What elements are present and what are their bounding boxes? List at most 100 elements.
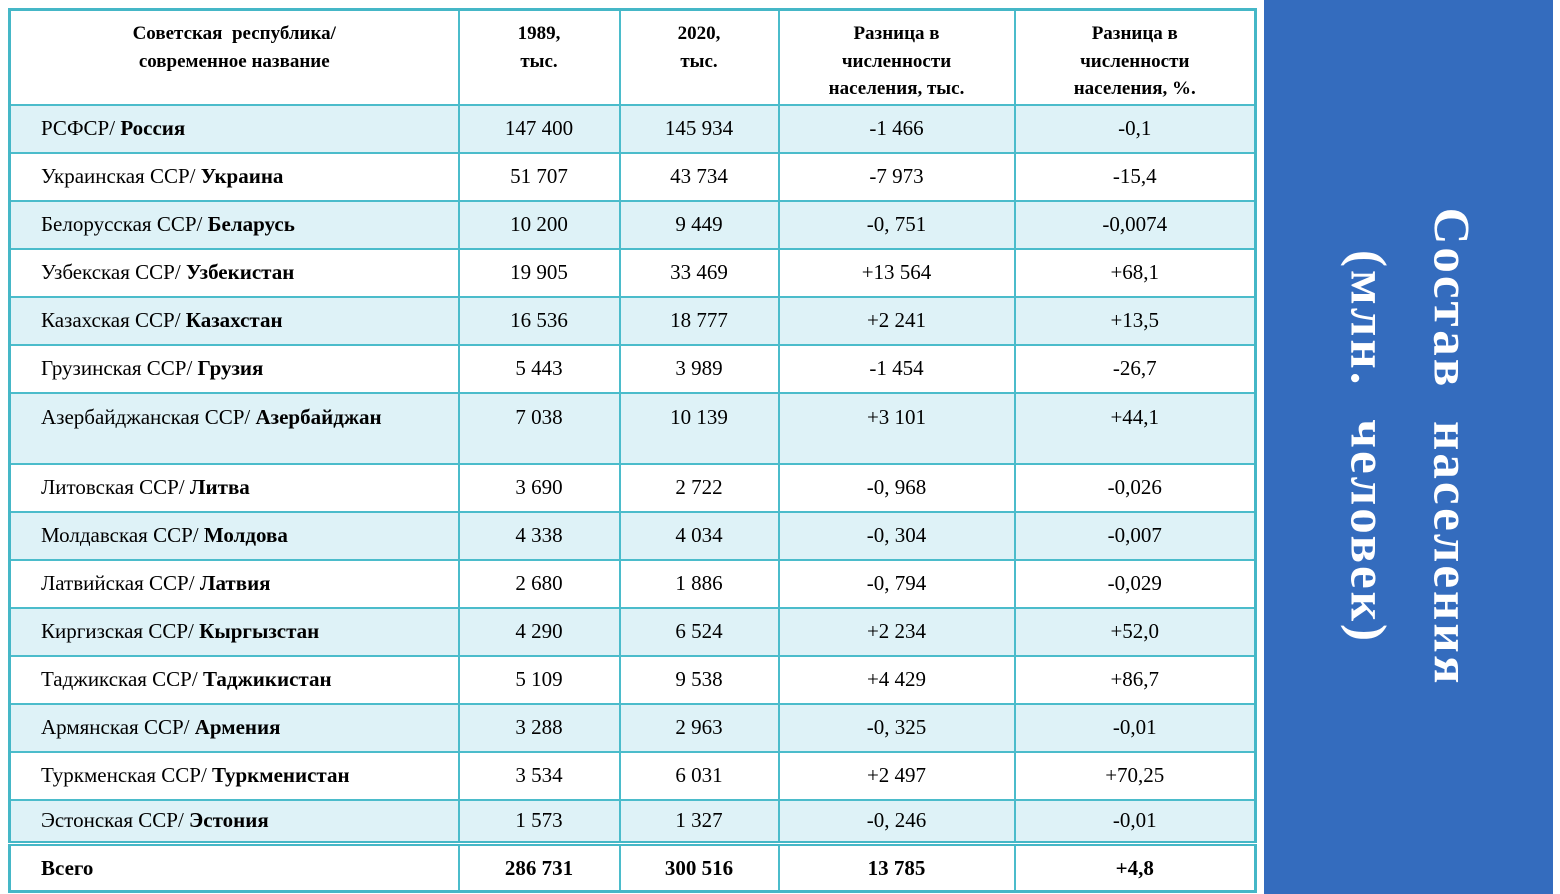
republic-soviet-name: Латвийская ССР/ <box>41 571 195 595</box>
republic-cell: Молдавская ССР/ Молдова <box>8 510 460 561</box>
diff-thousands-cell: -0, 751 <box>777 199 1016 250</box>
diff-thousands-cell: +13 564 <box>777 247 1016 298</box>
republic-modern-name: Туркменистан <box>212 763 350 787</box>
pop-1989-cell: 3 288 <box>457 702 621 753</box>
pop-2020-cell: 1 886 <box>618 558 780 609</box>
republic-cell: Туркменская ССР/ Туркменистан <box>8 750 460 801</box>
diff-thousands-cell: +4 429 <box>777 654 1016 705</box>
diff-percent-cell: +44,1 <box>1013 391 1257 465</box>
diff-percent-cell: +70,25 <box>1013 750 1257 801</box>
republic-modern-name: Узбекистан <box>185 260 295 284</box>
republic-soviet-name: Таджикская ССР/ <box>41 667 198 691</box>
pop-2020-cell: 145 934 <box>618 103 780 154</box>
republic-cell: Таджикская ССР/ Таджикистан <box>8 654 460 705</box>
table-footer: Всего 286 731 300 516 13 785 +4,8 <box>8 841 1257 893</box>
pop-2020-cell: 6 031 <box>618 750 780 801</box>
pop-1989-cell: 19 905 <box>457 247 621 298</box>
diff-thousands-cell: -0, 794 <box>777 558 1016 609</box>
pop-1989-cell: 51 707 <box>457 151 621 202</box>
total-diff-thousands-cell: 13 785 <box>777 841 1016 893</box>
republic-soviet-name: Киргизская ССР/ <box>41 619 194 643</box>
republic-modern-name: Литва <box>189 475 250 499</box>
header-1989: 1989, тыс. <box>457 8 621 106</box>
total-row: Всего 286 731 300 516 13 785 +4,8 <box>8 841 1257 893</box>
pop-2020-cell: 1 327 <box>618 798 780 845</box>
pop-1989-cell: 4 290 <box>457 606 621 657</box>
diff-thousands-cell: +3 101 <box>777 391 1016 465</box>
table-row: Грузинская ССР/ Грузия 5 443 3 989 -1 45… <box>8 343 1257 394</box>
table-row: Армянская ССР/ Армения 3 288 2 963 -0, 3… <box>8 702 1257 753</box>
pop-2020-cell: 6 524 <box>618 606 780 657</box>
diff-thousands-cell: +2 497 <box>777 750 1016 801</box>
republic-modern-name: Армения <box>194 715 281 739</box>
diff-percent-cell: +52,0 <box>1013 606 1257 657</box>
republic-soviet-name: Литовская ССР/ <box>41 475 185 499</box>
population-table-container: Советская республика/ современное назван… <box>8 8 1257 893</box>
diff-thousands-cell: -0, 325 <box>777 702 1016 753</box>
total-diff-percent-cell: +4,8 <box>1013 841 1257 893</box>
republic-soviet-name: Армянская ССР/ <box>41 715 190 739</box>
pop-1989-cell: 7 038 <box>457 391 621 465</box>
republic-cell: Украинская ССР/ Украина <box>8 151 460 202</box>
diff-percent-cell: -0,01 <box>1013 798 1257 845</box>
republic-modern-name: Молдова <box>203 523 288 547</box>
diff-percent-cell: +68,1 <box>1013 247 1257 298</box>
table-row: Казахская ССР/ Казахстан 16 536 18 777 +… <box>8 295 1257 346</box>
republic-soviet-name: Узбекская ССР/ <box>41 260 181 284</box>
pop-1989-cell: 2 680 <box>457 558 621 609</box>
republic-modern-name: Азербайджан <box>255 404 382 429</box>
diff-percent-cell: -26,7 <box>1013 343 1257 394</box>
diff-thousands-cell: -0, 968 <box>777 462 1016 513</box>
republic-soviet-name: Молдавская ССР/ <box>41 523 199 547</box>
header-republic: Советская республика/ современное назван… <box>8 8 460 106</box>
table-row: Киргизская ССР/ Кыргызстан 4 290 6 524 +… <box>8 606 1257 657</box>
republic-modern-name: Беларусь <box>207 212 295 236</box>
republic-cell: Белорусская ССР/ Беларусь <box>8 199 460 250</box>
diff-thousands-cell: -1 466 <box>777 103 1016 154</box>
pop-2020-cell: 10 139 <box>618 391 780 465</box>
total-1989-cell: 286 731 <box>457 841 621 893</box>
republic-modern-name: Латвия <box>199 571 271 595</box>
total-2020-cell: 300 516 <box>618 841 780 893</box>
header-row: Советская республика/ современное назван… <box>8 8 1257 106</box>
pop-2020-cell: 43 734 <box>618 151 780 202</box>
side-panel: Состав населения (млн. человек) <box>1264 0 1553 894</box>
republic-cell: РСФСР/ Россия <box>8 103 460 154</box>
table-row: Литовская ССР/ Литва 3 690 2 722 -0, 968… <box>8 462 1257 513</box>
pop-2020-cell: 2 722 <box>618 462 780 513</box>
table-row: РСФСР/ Россия 147 400 145 934 -1 466 -0,… <box>8 103 1257 154</box>
table-row: Молдавская ССР/ Молдова 4 338 4 034 -0, … <box>8 510 1257 561</box>
republic-cell: Грузинская ССР/ Грузия <box>8 343 460 394</box>
diff-percent-cell: -15,4 <box>1013 151 1257 202</box>
republic-cell: Литовская ССР/ Литва <box>8 462 460 513</box>
pop-2020-cell: 33 469 <box>618 247 780 298</box>
diff-percent-cell: -0,029 <box>1013 558 1257 609</box>
diff-percent-cell: -0,007 <box>1013 510 1257 561</box>
table-body: РСФСР/ Россия 147 400 145 934 -1 466 -0,… <box>8 103 1257 845</box>
total-label-cell: Всего <box>8 841 460 893</box>
republic-cell: Казахская ССР/ Казахстан <box>8 295 460 346</box>
republic-modern-name: Россия <box>120 116 186 140</box>
pop-2020-cell: 9 449 <box>618 199 780 250</box>
total-label: Всего <box>41 855 94 880</box>
republic-cell: Армянская ССР/ Армения <box>8 702 460 753</box>
republic-modern-name: Таджикистан <box>202 667 332 691</box>
republic-modern-name: Грузия <box>197 356 264 380</box>
diff-percent-cell: -0,026 <box>1013 462 1257 513</box>
republic-soviet-name: РСФСР/ <box>41 116 116 140</box>
pop-1989-cell: 16 536 <box>457 295 621 346</box>
population-table: Советская республика/ современное назван… <box>8 8 1257 893</box>
republic-cell: Латвийская ССР/ Латвия <box>8 558 460 609</box>
table-row: Таджикская ССР/ Таджикистан 5 109 9 538 … <box>8 654 1257 705</box>
pop-2020-cell: 2 963 <box>618 702 780 753</box>
republic-modern-name: Украина <box>200 164 284 188</box>
table-row: Азербайджанская ССР/ Азербайджан 7 038 1… <box>8 391 1257 465</box>
pop-2020-cell: 18 777 <box>618 295 780 346</box>
pop-1989-cell: 147 400 <box>457 103 621 154</box>
diff-thousands-cell: -7 973 <box>777 151 1016 202</box>
pop-1989-cell: 1 573 <box>457 798 621 845</box>
diff-percent-cell: -0,1 <box>1013 103 1257 154</box>
pop-1989-cell: 3 690 <box>457 462 621 513</box>
table-row: Туркменская ССР/ Туркменистан 3 534 6 03… <box>8 750 1257 801</box>
